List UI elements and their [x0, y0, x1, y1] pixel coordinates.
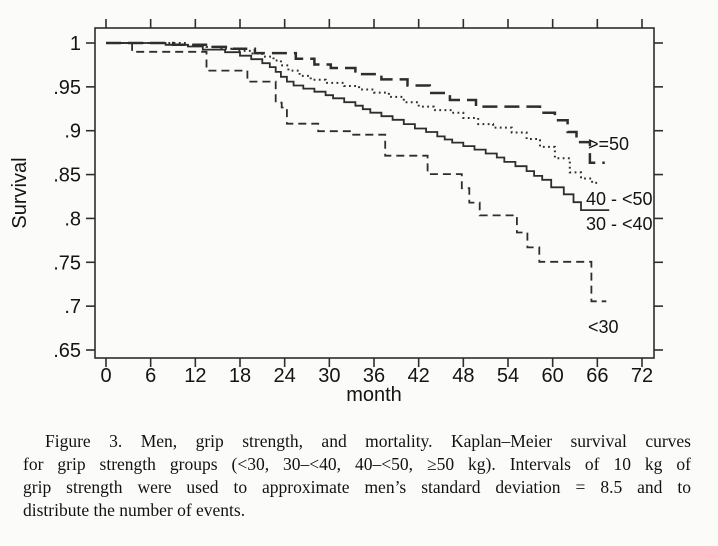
x-tick-label: 18: [229, 365, 251, 387]
series-curve-30to40: [106, 42, 610, 211]
y-tick-label: .9: [64, 121, 81, 143]
series-label-ge50: >=50: [588, 134, 629, 154]
series-label-lt30: <30: [588, 317, 619, 337]
x-tick-label: 54: [497, 365, 519, 387]
x-tick-label: 24: [274, 365, 296, 387]
y-tick-label: .75: [53, 252, 81, 274]
y-tick-label: .85: [53, 165, 81, 187]
series-curve-lt30: [106, 42, 607, 303]
y-tick-label: .65: [53, 340, 81, 362]
series-label-30to40: 30 - <40: [586, 214, 653, 234]
y-tick-label: 1: [70, 33, 81, 55]
x-tick-label: 60: [542, 365, 564, 387]
x-tick-label: 66: [586, 365, 608, 387]
y-axis-title: Survival: [9, 157, 31, 228]
x-tick-label: 6: [145, 365, 156, 387]
caption-line-1: Figure 3. Men, grip strength, and mortal…: [45, 431, 691, 451]
caption-line-4: distribute the number of events.: [23, 500, 246, 520]
plot-border: [94, 27, 655, 359]
series-curve-40to50: [106, 42, 599, 184]
x-tick-label: 12: [184, 365, 206, 387]
caption-line-2: for grip strength groups (<30, 30–<40, 4…: [23, 454, 691, 474]
x-tick-label: 0: [100, 365, 111, 387]
x-tick-label: 36: [363, 365, 385, 387]
km-survival-chart: 0 6 12 18 24 30 36 42 48 54 60 66 72 1 .95 .9 .85 .8 .75 .7…: [9, 19, 663, 406]
y-tick-label: .8: [64, 208, 81, 230]
series-label-40to50: 40 - <50: [586, 189, 653, 209]
survival-chart-svg: 0 6 12 18 24 30 36 42 48 54 60 66 72 1 .95 .9 .85 .8 .75 .7…: [9, 19, 663, 406]
x-tick-label: 42: [408, 365, 430, 387]
x-tick-label: 48: [452, 365, 474, 387]
x-tick-label: 72: [631, 365, 653, 387]
caption-line-3: grip strength were used to approximate m…: [23, 477, 691, 497]
x-axis-title: month: [346, 384, 402, 406]
y-tick-label: .95: [53, 77, 81, 99]
figure-caption: Figure 3. Men, grip strength, and mortal…: [23, 430, 691, 522]
y-tick-label: .7: [64, 296, 81, 318]
x-tick-label: 30: [318, 365, 340, 387]
